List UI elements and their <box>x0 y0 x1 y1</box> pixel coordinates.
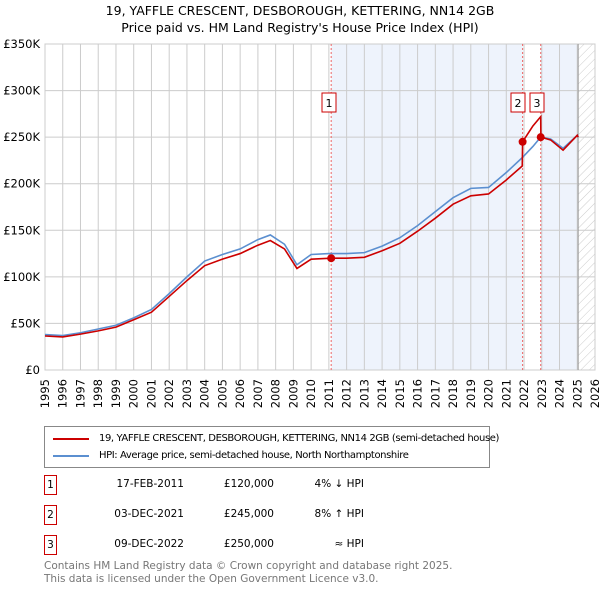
x-tick-label: 1995 <box>38 379 52 408</box>
sale-hpi: ≈ HPI <box>334 538 364 550</box>
sale-label: 2 <box>515 97 522 110</box>
x-tick-label: 1997 <box>73 379 87 408</box>
sale-hpi: 8% ↑ HPI <box>314 508 364 520</box>
sale-date: 17-FEB-2011 <box>116 478 184 490</box>
x-tick-label: 2016 <box>411 379 425 408</box>
legend-blue-label: HPI: Average price, semi-detached house,… <box>99 450 409 461</box>
sale-label: 3 <box>534 97 541 110</box>
series-line <box>44 114 579 338</box>
sale-date: 03-DEC-2021 <box>114 508 184 520</box>
y-tick-label: £300K <box>3 84 40 98</box>
sale-row: 2 03-DEC-2021 £245,000 8% ↑ HPI <box>44 505 444 525</box>
x-tick-label: 2019 <box>464 379 478 408</box>
x-tick-label: 2020 <box>482 379 496 408</box>
sale-number: 3 <box>44 535 57 555</box>
x-tick-label: 1996 <box>56 379 70 408</box>
shaded-region <box>331 44 523 370</box>
sale-label: 1 <box>326 97 333 110</box>
sale-hpi: 4% ↓ HPI <box>314 478 364 490</box>
y-tick-label: £250K <box>3 130 40 144</box>
sale-number: 1 <box>44 475 57 495</box>
x-tick-label: 2001 <box>144 379 158 408</box>
legend-red-swatch <box>53 437 89 440</box>
x-tick-label: 2021 <box>499 379 513 408</box>
x-tick-label: 2025 <box>570 379 584 408</box>
x-tick-label: 2010 <box>304 379 318 408</box>
sale-number: 2 <box>44 505 57 525</box>
y-tick-label: £150K <box>3 223 40 237</box>
sale-marker <box>536 133 545 142</box>
footer-line1: Contains HM Land Registry data © Crown c… <box>44 560 453 572</box>
sale-label-box <box>321 92 337 113</box>
y-tick-label: £100K <box>3 270 40 284</box>
chart: 1995 1996 1997 1998 1999 2000 2001 2002 2003 2004… <box>3 37 600 408</box>
sale-price: £120,000 <box>223 478 274 490</box>
sale-marker <box>327 254 336 263</box>
forecast-hatch <box>578 44 595 370</box>
x-tick-label: 2026 <box>588 379 600 408</box>
x-tick-label: 2008 <box>269 379 283 408</box>
x-tick-label: 2005 <box>215 379 229 408</box>
x-tick-label: 2006 <box>233 379 247 408</box>
sale-date: 09-DEC-2022 <box>114 538 184 550</box>
x-tick-label: 2015 <box>393 379 407 408</box>
x-tick-label: 2004 <box>198 379 212 408</box>
x-tick-label: 2018 <box>446 379 460 408</box>
sale-label-box <box>529 92 545 113</box>
chart-title: 19, YAFFLE CRESCENT, DESBOROUGH, KETTERI… <box>105 3 495 18</box>
x-tick-label: 2014 <box>375 379 389 408</box>
plot-frame <box>44 43 596 371</box>
sale-price: £250,000 <box>223 538 274 550</box>
y-tick-label: £0 <box>25 363 40 377</box>
chart-subtitle: Price paid vs. HM Land Registry's House … <box>121 20 479 35</box>
x-tick-label: 2003 <box>180 379 194 408</box>
y-tick-label: £50K <box>11 316 41 330</box>
series-line <box>44 133 579 337</box>
y-tick-label: £200K <box>3 177 40 191</box>
legend-blue-swatch <box>53 454 89 457</box>
sale-price: £245,000 <box>223 508 274 520</box>
legend: 19, YAFFLE CRESCENT, DESBOROUGH, KETTERI… <box>44 426 499 468</box>
x-tick-label: 2023 <box>535 379 549 408</box>
footer: Contains HM Land Registry data © Crown c… <box>44 560 452 586</box>
y-tick-label: £350K <box>3 37 40 51</box>
x-tick-label: 2013 <box>357 379 371 408</box>
x-tick-label: 2000 <box>127 379 141 408</box>
sale-row: 3 09-DEC-2022 £250,000 ≈ HPI <box>44 535 444 555</box>
x-tick-label: 2007 <box>251 379 265 408</box>
sale-label-box <box>510 92 526 113</box>
footer-line2: This data is licensed under the Open Gov… <box>44 573 379 585</box>
sale-marker <box>518 137 527 146</box>
legend-red-label: 19, YAFFLE CRESCENT, DESBOROUGH, KETTERI… <box>99 433 500 444</box>
x-tick-label: 1999 <box>109 379 123 408</box>
x-tick-label: 2002 <box>162 379 176 408</box>
sale-row: 1 17-FEB-2011 £120,000 4% ↓ HPI <box>44 475 444 495</box>
x-tick-label: 1998 <box>91 379 105 408</box>
x-tick-label: 2022 <box>517 379 531 408</box>
x-tick-label: 2011 <box>322 379 336 408</box>
x-tick-label: 2012 <box>340 379 354 408</box>
x-tick-label: 2009 <box>286 379 300 408</box>
x-tick-label: 2024 <box>553 379 567 408</box>
x-tick-label: 2017 <box>428 379 442 408</box>
